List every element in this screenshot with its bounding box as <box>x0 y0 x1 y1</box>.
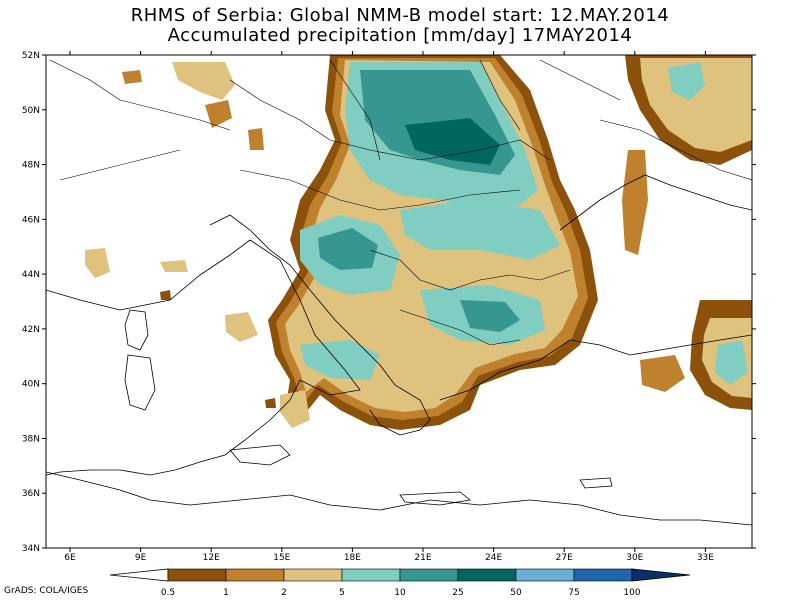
longitude-axis: 6E 9E 12E 15E 18E 21E 24E 27E 30E 33E <box>64 51 714 563</box>
colorbar-segment <box>341 568 401 582</box>
precip-core-south-mid <box>460 300 520 332</box>
map-frame <box>45 54 753 549</box>
lat-label: 40N <box>22 380 40 390</box>
lon-label: 12E <box>203 553 220 563</box>
colorbar-right-arrow <box>631 568 691 582</box>
precip-area-ne-c <box>668 62 705 100</box>
colorbar-segment <box>283 568 343 582</box>
title-line2: Accumulated precipitation [mm/day] 17MAY… <box>167 25 633 46</box>
precip-area-ne-b <box>640 58 752 152</box>
precip-area-w4 <box>160 260 188 272</box>
precip-fields <box>85 55 752 430</box>
colorbar-segment <box>399 568 459 582</box>
lat-label: 34N <box>22 544 40 554</box>
colorbar-label: 0.5 <box>161 588 175 598</box>
lat-label: 48N <box>22 161 40 171</box>
lat-label: 38N <box>22 434 40 444</box>
colorbar-segment <box>457 568 517 582</box>
precip-area-w3 <box>85 248 110 278</box>
lat-label: 50N <box>22 106 40 116</box>
colorbar-label: 25 <box>452 588 463 598</box>
precip-area-se-small <box>640 355 685 392</box>
lon-label: 6E <box>64 553 76 563</box>
precip-area-w8 <box>265 398 276 408</box>
credit-text: GrADS: COLA/IGES <box>4 586 89 596</box>
colorbar-label: 5 <box>339 588 345 598</box>
colorbar-segment <box>515 568 575 582</box>
lat-label: 52N <box>22 51 40 61</box>
lat-label: 36N <box>22 489 40 499</box>
colorbar-segment <box>225 568 285 582</box>
lon-label: 24E <box>485 553 502 563</box>
precip-core-north-dark <box>405 118 500 165</box>
title-line1: RHMS of Serbia: Global NMM-B model start… <box>130 5 670 26</box>
colorbar-label: 1 <box>223 588 229 598</box>
precip-area-se-c <box>715 340 748 385</box>
latitude-axis: 52N 50N 48N 46N 44N 42N 40N 38N 36N 34N <box>22 51 756 554</box>
precip-core-central <box>400 200 560 260</box>
colorbar-left-arrow <box>109 568 169 582</box>
colorbar-label: 50 <box>510 588 522 598</box>
colorbar-label: 75 <box>568 588 579 598</box>
borders <box>49 59 752 346</box>
precip-core-sw <box>300 340 380 380</box>
lon-label: 9E <box>135 553 147 563</box>
lat-label: 42N <box>22 325 40 335</box>
lon-label: 33E <box>697 553 714 563</box>
precip-area-w2 <box>122 70 142 84</box>
precip-area-east-stripe <box>622 150 648 255</box>
lat-label: 44N <box>22 270 40 280</box>
lon-label: 18E <box>344 553 361 563</box>
precip-area-w1 <box>172 62 235 100</box>
coastlines <box>46 174 752 526</box>
colorbar-segment <box>573 568 633 582</box>
colorbar-label: 2 <box>281 588 287 598</box>
lon-label: 27E <box>556 553 573 563</box>
colorbar-segment <box>167 568 227 582</box>
precip-area-w7 <box>160 290 171 300</box>
lon-label: 30E <box>626 553 643 563</box>
lon-label: 15E <box>273 553 290 563</box>
lat-label: 46N <box>22 215 40 225</box>
precip-area-w1b <box>205 100 232 128</box>
precip-core-west-mid <box>318 228 378 270</box>
lon-label: 21E <box>414 553 431 563</box>
colorbar: 0.5 1 2 5 10 25 50 75 100 <box>109 568 691 598</box>
precip-area-w5 <box>225 312 258 342</box>
precip-area-w6 <box>248 128 264 150</box>
colorbar-label: 10 <box>394 588 406 598</box>
precip-area-italy-south <box>280 390 310 428</box>
colorbar-label: 100 <box>623 588 640 598</box>
